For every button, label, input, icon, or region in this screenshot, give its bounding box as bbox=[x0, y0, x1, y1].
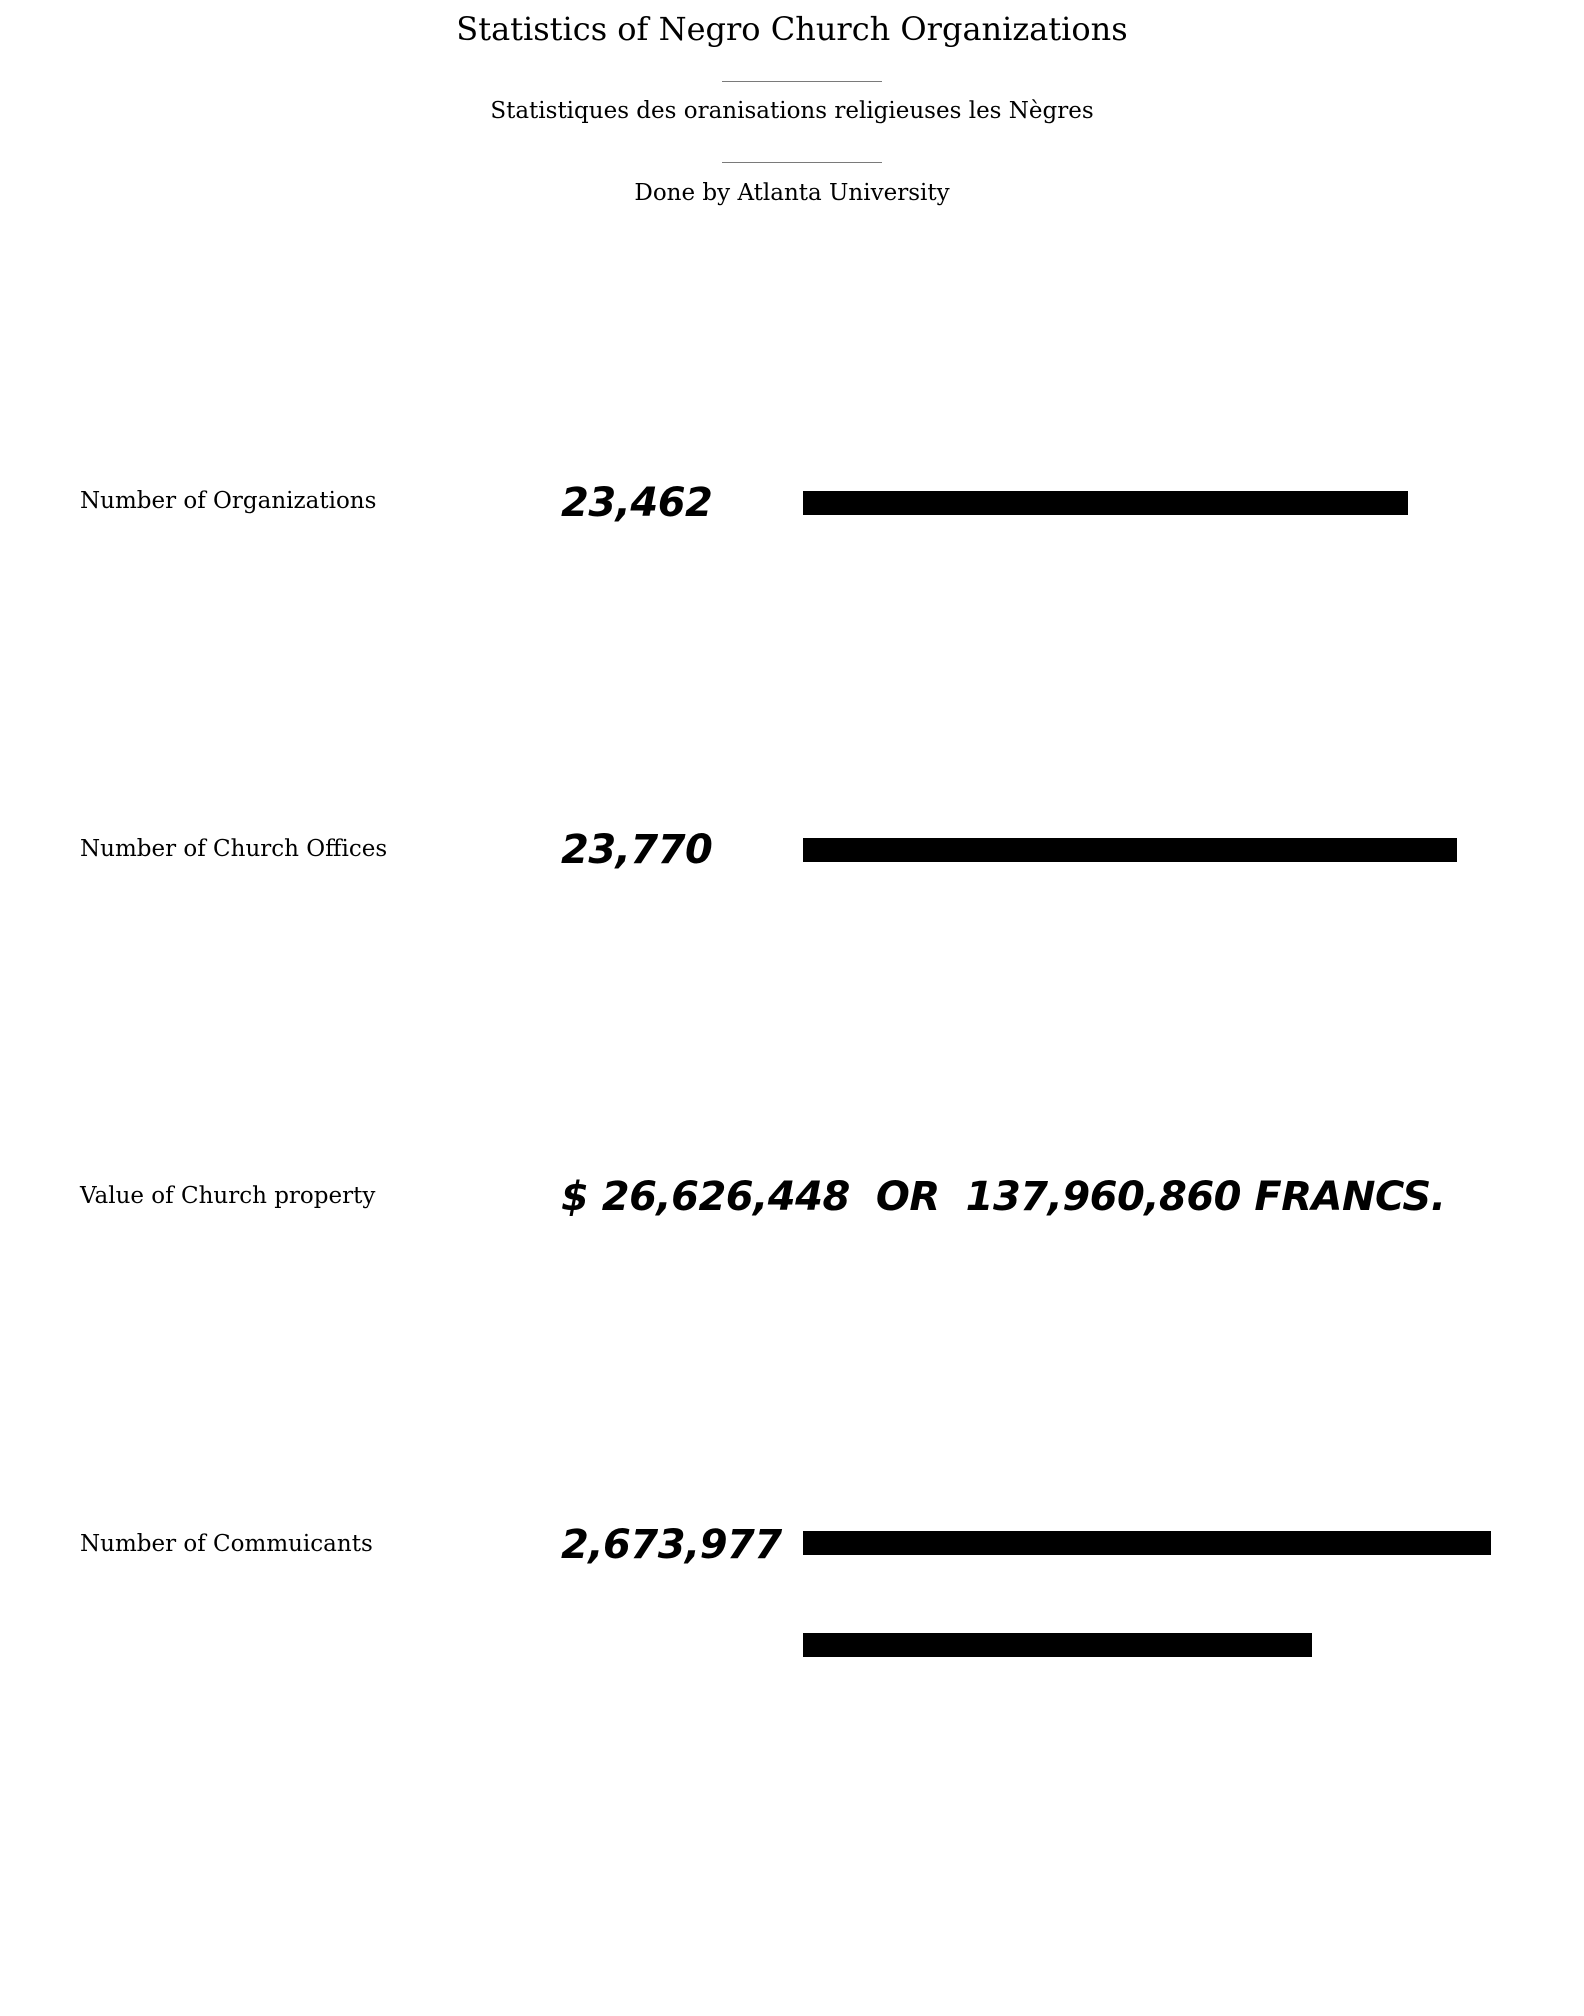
bar-communicants-2 bbox=[803, 1633, 1312, 1657]
row-label-communicants: Number of Commuicants bbox=[80, 1531, 373, 1557]
value-organizations: 23,462 bbox=[561, 480, 713, 526]
value-communicants: 2,673,977 bbox=[561, 1522, 782, 1568]
chart-title: Statistics of Negro Church Organizations bbox=[456, 10, 1128, 48]
value-connector: OR bbox=[875, 1174, 940, 1220]
value-church-property: $ 26,626,448 OR 137,960,860 FRANCS. bbox=[561, 1174, 1446, 1220]
bar-communicants-1 bbox=[803, 1531, 1491, 1555]
row-label-church-offices: Number of Church Offices bbox=[80, 836, 388, 862]
value-francs: 137,960,860 FRANCS. bbox=[965, 1174, 1446, 1220]
row-label-organizations: Number of Organizations bbox=[80, 488, 377, 514]
row-label-church-property: Value of Church property bbox=[80, 1183, 376, 1209]
bar-church-offices bbox=[803, 838, 1457, 862]
value-church-offices: 23,770 bbox=[561, 827, 713, 873]
chart-subtitle: Statistiques des oranisations religieuse… bbox=[490, 98, 1094, 124]
subtitle-rule bbox=[722, 162, 882, 163]
value-dollars: $ 26,626,448 bbox=[561, 1174, 850, 1220]
bar-organizations bbox=[803, 491, 1408, 515]
title-rule bbox=[722, 81, 882, 82]
chart-credit: Done by Atlanta University bbox=[634, 180, 950, 206]
